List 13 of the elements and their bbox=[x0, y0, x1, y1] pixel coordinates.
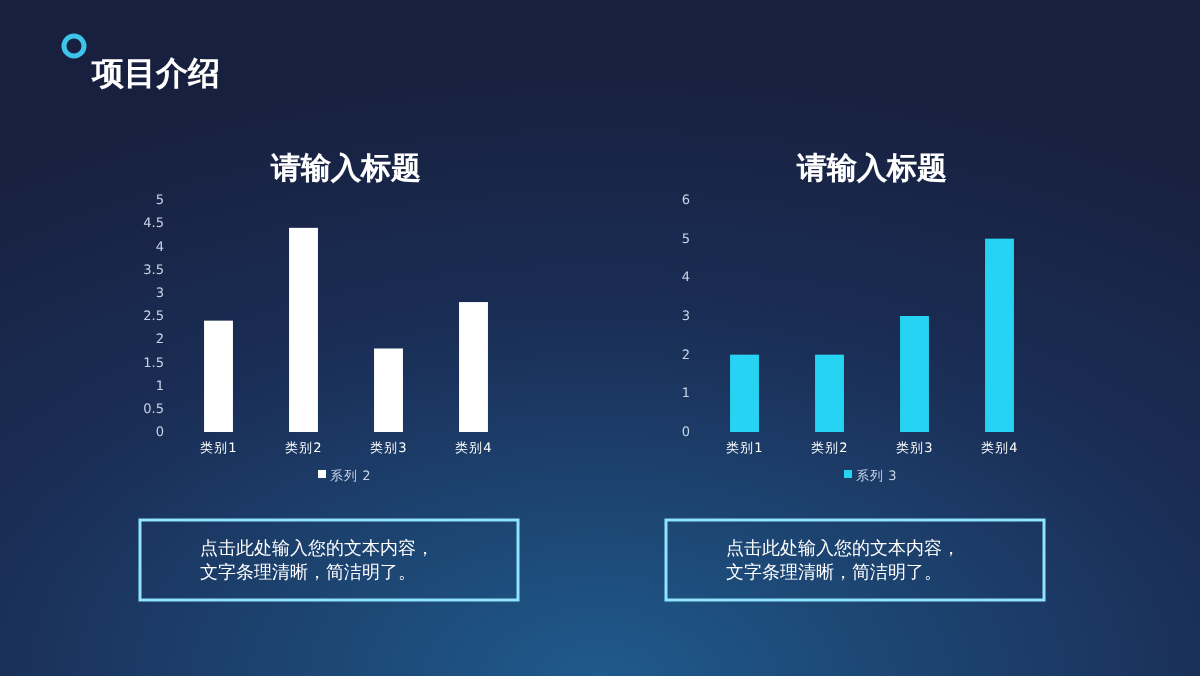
bar bbox=[815, 354, 844, 432]
text: 点击此处输入您的文本内容，文字条理清晰，简洁明了。 bbox=[200, 538, 434, 584]
bar bbox=[289, 227, 318, 432]
bar bbox=[985, 238, 1014, 432]
bar bbox=[374, 348, 403, 432]
chart-title: 请输入标题 bbox=[269, 150, 421, 186]
bar bbox=[900, 316, 929, 432]
text: 项目介绍 bbox=[90, 54, 220, 92]
bar bbox=[730, 354, 759, 432]
bar bbox=[459, 302, 488, 432]
text: 点击此处输入您的文本内容，文字条理清晰，简洁明了。 bbox=[726, 538, 960, 584]
chart-title: 请输入标题 bbox=[795, 150, 947, 186]
bar bbox=[204, 320, 233, 432]
